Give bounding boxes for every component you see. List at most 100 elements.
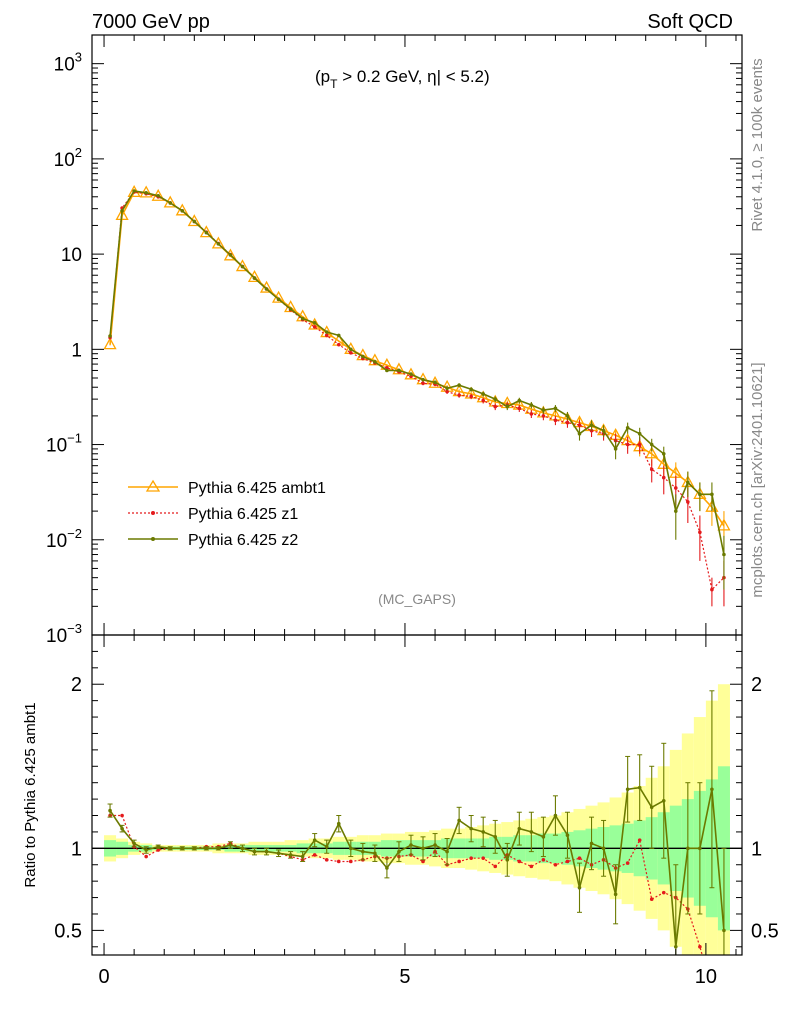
main-point-z1 <box>517 406 522 411</box>
main-point-z2 <box>288 307 293 311</box>
main-y-tick-exponent: 2 <box>75 145 82 160</box>
main-y-tick-label: 1 <box>71 340 82 361</box>
main-point-z1 <box>577 423 582 427</box>
main-y-tick-exponent: −1 <box>67 431 82 446</box>
ratio-point-z1 <box>421 859 425 864</box>
ratio-point-z2 <box>252 849 257 854</box>
ratio-y-tick-label-right: 2 <box>751 674 762 696</box>
ratio-point-z2 <box>300 854 305 859</box>
legend-entry-z1: Pythia 6.425 z1 <box>128 506 298 523</box>
ratio-point-z1 <box>336 859 341 864</box>
mcplots-label: mcplots.cern.ch [arXiv:2401.10621] <box>749 362 766 597</box>
ratio-point-z1 <box>625 861 630 865</box>
main-point-z2 <box>698 492 702 497</box>
main-point-z2 <box>661 451 666 456</box>
main-point-z2 <box>192 219 197 224</box>
ratio-point-z1 <box>577 856 582 860</box>
main-point-z1 <box>348 350 353 355</box>
ratio-y-tick-label-left: 0.5 <box>54 920 82 942</box>
main-y-tick-base: 10 <box>54 55 75 76</box>
ratio-y-tick-label-right: 0.5 <box>751 920 779 942</box>
main-point-z1 <box>541 414 546 418</box>
ratio-point-z2 <box>385 866 389 870</box>
cut-subscript: T <box>330 77 338 91</box>
main-point-z2 <box>108 334 112 338</box>
ratio-point-z1 <box>637 838 642 842</box>
ratio-point-z2 <box>541 835 546 839</box>
main-y-tick-base: 10 <box>46 626 67 647</box>
main-point-z2 <box>336 333 341 338</box>
main-point-z1 <box>324 333 329 338</box>
ratio-point-z1 <box>553 862 558 867</box>
main-point-z2 <box>216 242 221 246</box>
legend-entry-ambt1: Pythia 6.425 ambt1 <box>128 479 326 497</box>
ratio-point-z2 <box>312 838 317 842</box>
main-point-z1 <box>553 418 558 423</box>
ratio-point-z1 <box>698 944 702 949</box>
ratio-point-z2 <box>108 808 112 813</box>
ratio-point-z2 <box>445 849 449 854</box>
main-line-ambt1 <box>109 191 725 527</box>
main-y-tick-base: 10 <box>46 436 67 457</box>
ratio-point-z2 <box>613 892 618 897</box>
main-point-z1 <box>457 393 461 397</box>
main-point-z2 <box>373 359 377 364</box>
ratio-point-z2 <box>710 787 714 792</box>
ratio-point-z1 <box>661 890 666 895</box>
main-point-z1 <box>565 420 570 425</box>
main-y-tick-exponent: −3 <box>67 621 82 636</box>
ratio-point-z2 <box>553 813 558 818</box>
ratio-point-z1 <box>120 813 124 818</box>
main-point-z1 <box>529 412 534 416</box>
main-point-z2 <box>433 380 437 385</box>
main-point-ambt1 <box>211 236 225 249</box>
ratio-point-z2 <box>288 853 293 857</box>
ratio-point-z2 <box>649 805 654 810</box>
main-point-ambt1 <box>645 446 659 459</box>
main-point-z2 <box>673 509 678 513</box>
main-line-z1 <box>109 191 725 591</box>
main-y-tick-label: 102 <box>54 145 82 171</box>
ratio-line-z1 <box>110 814 703 955</box>
main-point-z1 <box>445 389 449 394</box>
main-point-z2 <box>601 428 606 433</box>
analysis-watermark: (MC_GAPS) <box>378 591 456 607</box>
main-point-z2 <box>312 320 317 325</box>
ratio-x-tick-label: 5 <box>399 966 410 988</box>
ratio-point-z2 <box>156 844 161 849</box>
cut-suffix: | < 5.2) <box>437 67 490 86</box>
main-point-z2 <box>348 347 353 352</box>
ratio-series-layer <box>107 690 727 955</box>
main-point-z1 <box>481 398 486 403</box>
main-point-z2 <box>264 287 269 291</box>
main-point-z2 <box>361 354 365 359</box>
ratio-point-z2 <box>493 835 498 839</box>
ratio-point-z1 <box>541 858 546 862</box>
ratio-point-z1 <box>565 859 570 864</box>
main-point-z2 <box>180 208 185 213</box>
legend-label-z2: Pythia 6.425 z2 <box>188 532 298 549</box>
main-point-z2 <box>144 191 148 195</box>
ratio-point-z2 <box>264 849 269 854</box>
main-point-z2 <box>649 442 654 447</box>
main-point-z1 <box>421 381 425 386</box>
main-point-ambt1 <box>103 337 117 350</box>
ratio-point-z2 <box>457 818 461 823</box>
main-point-ambt1 <box>235 259 250 272</box>
ratio-point-z1 <box>324 858 329 862</box>
legend-label-z1: Pythia 6.425 z1 <box>188 506 298 523</box>
main-y-tick-label: 10 <box>61 245 82 266</box>
ratio-point-z2 <box>324 844 329 849</box>
ratio-y-tick-label-left: 2 <box>71 674 82 696</box>
main-point-z2 <box>710 492 714 497</box>
ratio-point-z2 <box>409 843 413 847</box>
ratio-point-z2 <box>228 843 233 847</box>
ratio-point-z2 <box>517 826 522 831</box>
ratio-point-z2 <box>481 830 486 834</box>
ratio-point-z2 <box>348 846 353 851</box>
ratio-uncertainty-bands <box>104 684 730 955</box>
legend-label-ambt1: Pythia 6.425 ambt1 <box>188 480 326 497</box>
ratio-point-z2 <box>722 928 726 933</box>
main-point-z2 <box>722 552 726 557</box>
